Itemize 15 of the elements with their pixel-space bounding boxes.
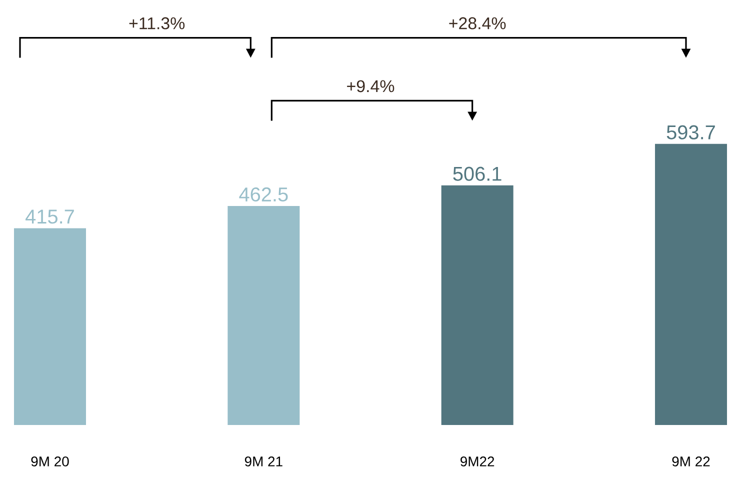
x-tick-label: 9M22 xyxy=(460,456,494,466)
text: +11.3% xyxy=(129,17,185,30)
data-label: 415.7 xyxy=(26,210,74,224)
data-label: 506.1 xyxy=(453,166,502,181)
bar xyxy=(228,206,300,425)
data-label: 593.7 xyxy=(666,125,715,140)
data-label: 462.5 xyxy=(239,187,288,202)
bar xyxy=(441,185,514,425)
x-tick-label: 9M 21 xyxy=(244,456,282,466)
x-tick-label: 9M 22 xyxy=(672,456,710,466)
text: +9.4% xyxy=(347,80,394,92)
x-tick-label: 9M 20 xyxy=(31,456,69,466)
bar xyxy=(654,144,727,425)
text: +28.4% xyxy=(449,17,506,30)
bar xyxy=(14,228,86,425)
